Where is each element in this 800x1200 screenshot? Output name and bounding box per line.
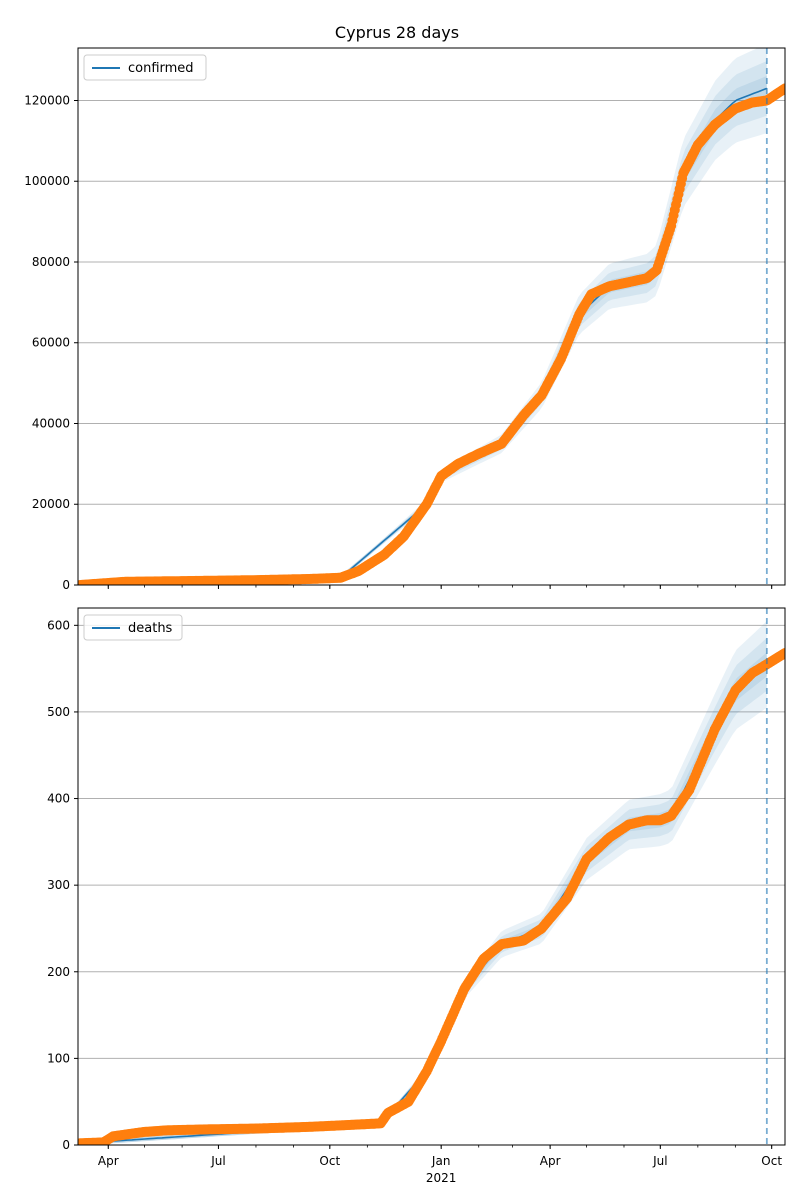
axes-frame xyxy=(77,607,786,1146)
y-tick-label: 0 xyxy=(62,1138,70,1152)
y-tick-label: 100000 xyxy=(24,174,70,188)
deaths-chart: 0 100 200 300 400 500 600 Apr Jul Oct Jan 2021 Apr Ju… xyxy=(47,607,786,1185)
x-tick-label: Oct xyxy=(761,1154,782,1168)
x-tick-label: Jul xyxy=(210,1154,225,1168)
y-tick-label: 120000 xyxy=(24,93,70,107)
y-tick-label: 500 xyxy=(47,705,70,719)
legend-label: deaths xyxy=(128,621,173,636)
y-tick-label: 200 xyxy=(47,965,70,979)
year-label: 2021 xyxy=(426,1171,457,1185)
legend-label: confirmed xyxy=(128,61,194,76)
x-tick-label: Jan xyxy=(431,1154,451,1168)
y-tick-label: 600 xyxy=(47,618,70,632)
y-tick-label: 60000 xyxy=(32,336,70,350)
legend-box xyxy=(83,614,183,641)
confirmed-chart: 0 20000 40000 60000 80000 100000 120000 confirm… xyxy=(24,47,786,592)
x-tick-label: Jul xyxy=(652,1154,667,1168)
y-tick-label: 100 xyxy=(47,1051,70,1065)
legend: deaths xyxy=(83,614,183,641)
y-tick-label: 300 xyxy=(47,878,70,892)
x-tick-label: Oct xyxy=(319,1154,340,1168)
y-tick-label: 400 xyxy=(47,792,70,806)
observed-series xyxy=(78,648,785,1145)
x-tick-label: Apr xyxy=(98,1154,119,1168)
x-tick-label: Apr xyxy=(540,1154,561,1168)
observed-point xyxy=(780,83,785,94)
chart-title: Cyprus 28 days xyxy=(335,23,459,42)
y-tick-label: 80000 xyxy=(32,255,70,269)
observed-series xyxy=(78,83,785,585)
y-tick-label: 20000 xyxy=(32,497,70,511)
axes-frame xyxy=(77,47,786,586)
y-tick-label: 0 xyxy=(62,578,70,592)
legend: confirmed xyxy=(83,54,207,81)
observed-point xyxy=(780,648,785,658)
y-tick-label: 40000 xyxy=(32,416,70,430)
legend-box xyxy=(83,54,207,81)
